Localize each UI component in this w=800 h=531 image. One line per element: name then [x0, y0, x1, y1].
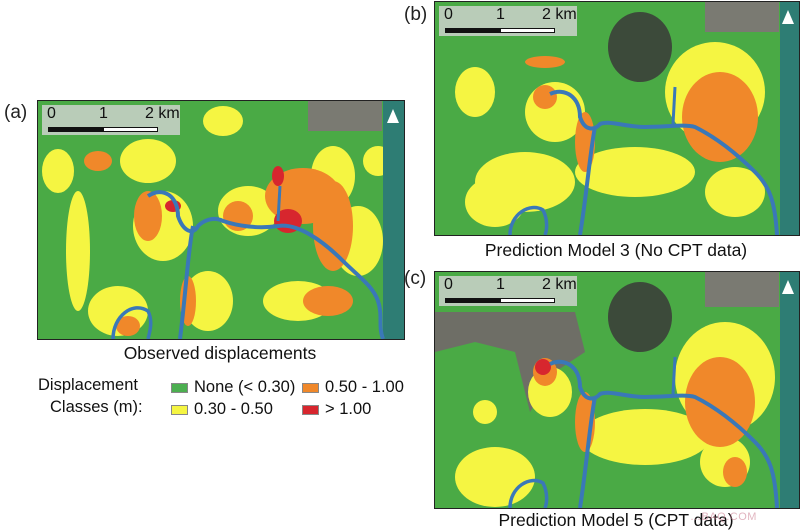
scale-bar: 0 1 2 km: [439, 6, 577, 36]
scale-bar-white: [103, 127, 158, 132]
watermark: …BAQ.COM: [690, 511, 757, 523]
map-observed-raster: [38, 101, 404, 339]
scale-tick-2: 2 km: [542, 276, 577, 293]
map-observed: 0 1 2 km: [37, 100, 405, 340]
caption-model3: Prediction Model 3 (No CPT data): [484, 240, 748, 260]
map-model3-raster: [435, 2, 799, 235]
scale-bar-black: [445, 298, 500, 303]
legend-swatch-red: [302, 404, 319, 415]
scale-tick-1: 1: [99, 105, 108, 122]
caption-observed: Observed displacements: [123, 343, 317, 363]
scale-tick-0: 0: [444, 6, 453, 23]
north-arrow-icon: [387, 109, 399, 123]
scale-tick-0: 0: [47, 105, 56, 122]
scale-bar-black: [445, 28, 500, 33]
scale-bar-white: [500, 28, 555, 33]
legend-item-mid: 0.50 - 1.00: [302, 378, 404, 397]
north-arrow-icon: [782, 280, 794, 294]
legend-label: 0.50 - 1.00: [325, 378, 404, 396]
legend-item-high: > 1.00: [302, 400, 371, 419]
legend-swatch-orange: [302, 382, 319, 393]
legend-swatch-yellow: [171, 404, 188, 415]
map-model5-raster: [435, 272, 799, 508]
legend-item-none: None (< 0.30): [171, 378, 295, 397]
scale-bar: 0 1 2 km: [42, 105, 180, 135]
scale-bar-white: [500, 298, 555, 303]
legend-label: 0.30 - 0.50: [194, 400, 273, 418]
legend-title-line2: Classes (m):: [50, 398, 143, 416]
scale-tick-1: 1: [496, 276, 505, 293]
scale-tick-1: 1: [496, 6, 505, 23]
scale-bar-black: [48, 127, 103, 132]
panel-label-b: (b): [404, 4, 428, 25]
legend-label: > 1.00: [325, 400, 372, 418]
legend: Displacement Classes (m): None (< 0.30) …: [38, 376, 418, 421]
panel-label-a: (a): [4, 102, 28, 123]
map-model5: 0 1 2 km: [434, 271, 800, 509]
legend-item-low: 0.30 - 0.50: [171, 400, 273, 419]
legend-swatch-green: [171, 382, 188, 393]
scale-tick-2: 2 km: [542, 6, 577, 23]
map-model3: 0 1 2 km: [434, 1, 800, 236]
scale-tick-2: 2 km: [145, 105, 180, 122]
scale-tick-0: 0: [444, 276, 453, 293]
legend-title-line1: Displacement: [38, 376, 138, 394]
panel-label-c: (c): [404, 268, 427, 289]
caption-model5: Prediction Model 5 (CPT data): [498, 510, 734, 530]
scale-bar: 0 1 2 km: [439, 276, 577, 306]
north-arrow-icon: [782, 10, 794, 24]
legend-label: None (< 0.30): [194, 378, 296, 396]
